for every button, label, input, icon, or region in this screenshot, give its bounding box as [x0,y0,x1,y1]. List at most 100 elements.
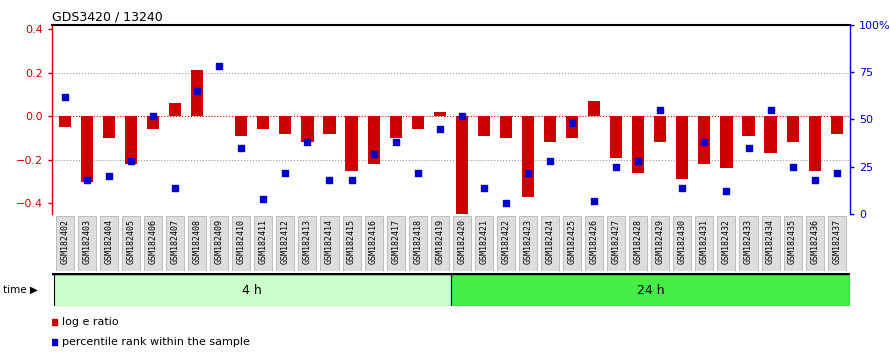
Bar [607,216,626,271]
Text: GSM182418: GSM182418 [413,219,422,264]
Bar [563,216,581,271]
Bar [566,116,578,138]
Text: GSM182408: GSM182408 [192,219,202,264]
Bar [431,216,449,271]
Bar [809,116,821,171]
Bar [166,216,184,271]
Bar [740,216,757,271]
Bar [544,116,556,142]
Point [764,107,778,113]
Point [676,185,690,190]
Point [829,170,844,175]
Point [477,185,491,190]
Bar [365,216,383,271]
Point [168,185,182,190]
Text: GSM182435: GSM182435 [789,219,797,264]
Text: 24 h: 24 h [636,284,664,297]
Text: GSM182405: GSM182405 [126,219,135,264]
Bar [654,116,667,142]
Text: GSM182421: GSM182421 [480,219,489,264]
Bar [409,216,426,271]
Bar [695,216,714,271]
Point [543,158,557,164]
Bar [453,216,471,271]
Text: GSM182432: GSM182432 [722,219,731,264]
Bar [125,116,137,164]
Text: GSM182437: GSM182437 [832,219,841,264]
Bar [390,116,401,138]
Point [786,164,800,170]
Bar [345,116,358,171]
Text: GSM182426: GSM182426 [590,219,599,264]
Bar [787,116,798,142]
Bar [651,216,669,271]
Bar [169,103,182,116]
Point [389,139,403,145]
Point [609,164,623,170]
Text: GSM182404: GSM182404 [104,219,113,264]
Bar [59,116,71,127]
Point [300,139,314,145]
Text: GSM182436: GSM182436 [810,219,819,264]
Bar [255,216,272,271]
Point [80,177,94,183]
Bar [762,216,780,271]
Bar [478,116,490,136]
Bar [81,116,93,182]
Point [58,94,72,99]
Text: GSM182410: GSM182410 [237,219,246,264]
Point [101,173,116,179]
Point [719,189,733,194]
Bar [588,101,600,116]
Point [455,113,469,119]
Text: GSM182407: GSM182407 [171,219,180,264]
Bar [320,216,338,271]
Text: GSM182427: GSM182427 [611,219,620,264]
Text: GSM182428: GSM182428 [634,219,643,264]
Point [190,88,205,94]
Point [234,145,248,151]
Bar [475,216,493,271]
Text: GSM182402: GSM182402 [61,219,69,264]
Bar [323,116,336,133]
Text: percentile rank within the sample: percentile rank within the sample [61,337,249,347]
Bar [56,216,74,271]
Text: GSM182430: GSM182430 [678,219,687,264]
Point [212,64,226,69]
Bar [257,116,270,129]
Text: GSM182403: GSM182403 [83,219,92,264]
Bar [522,116,534,197]
Point [741,145,756,151]
Bar [500,116,512,138]
Bar [298,216,317,271]
Point [653,107,668,113]
Bar [629,216,647,271]
Text: GSM182406: GSM182406 [149,219,158,264]
Bar [103,116,115,138]
Bar [456,116,468,214]
Bar [302,116,313,142]
Bar [147,116,159,129]
Bar [611,116,622,158]
Bar [497,216,515,271]
Point [697,139,711,145]
Bar [805,216,824,271]
Bar [585,216,603,271]
Point [565,120,579,126]
Bar [368,116,380,164]
Bar [783,216,802,271]
Point [146,113,160,119]
Bar [676,116,688,179]
Bar [742,116,755,136]
Bar [632,116,644,173]
Text: GSM182422: GSM182422 [501,219,511,264]
Bar [188,216,206,271]
Bar [53,273,451,306]
Point [498,200,513,206]
Bar [541,216,559,271]
Text: GSM182419: GSM182419 [435,219,444,264]
Point [344,177,359,183]
Bar [720,116,732,169]
Text: GSM182434: GSM182434 [766,219,775,264]
Point [521,170,535,175]
